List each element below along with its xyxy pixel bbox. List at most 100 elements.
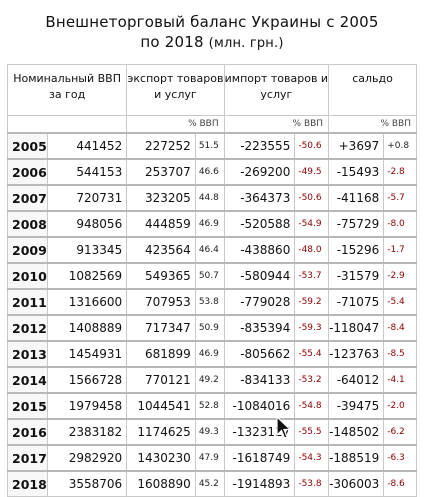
table-cell-export-pct: 50.9: [194, 314, 225, 342]
table-cell-export: 707953: [126, 288, 196, 316]
table-cell-balance-pct: -2.8: [383, 158, 417, 186]
table-cell-import-pct: -55.4: [294, 340, 330, 368]
table-cell-balance: -41168: [328, 184, 385, 212]
table-cell-balance-pct: -4.1: [383, 366, 417, 394]
table-cell-export: 681899: [126, 340, 196, 368]
table-cell-balance: -118047: [328, 314, 385, 342]
table-cell-balance-pct: -2.0: [383, 392, 417, 420]
table-row: 2016 2383182 1174625 49.3 -1323127 -55.5 -1485…: [7, 418, 417, 446]
table-cell-balance: -75729: [328, 210, 385, 238]
header-import: импорт товаров и услуг: [223, 64, 330, 116]
table-row: 2017 2982920 1430230 47.9 -1618749 -54.3 -1885…: [7, 444, 417, 472]
table-cell-balance: +3697: [328, 132, 385, 160]
table-cell-import: -805662: [223, 340, 296, 368]
table-cell-export-pct: 46.6: [194, 158, 225, 186]
table-cell-gdp: 1979458: [46, 392, 128, 420]
table-cell-year: 2012: [7, 314, 48, 342]
title-line-2: по 2018 (млн. грн.): [0, 32, 424, 54]
table-cell-import: -1914893: [223, 470, 296, 497]
table-cell-balance-pct: -8.4: [383, 314, 417, 342]
header-export: экспорт товаров и услуг: [126, 64, 225, 116]
table-cell-export-pct: 46.9: [194, 210, 225, 238]
table-cell-balance-pct: -1.7: [383, 236, 417, 264]
table-cell-export: 423564: [126, 236, 196, 264]
table-cell-import-pct: -50.6: [294, 132, 330, 160]
header-gdp: Номинальный ВВП за год: [6, 64, 128, 116]
table-row: 2015 1979458 1044541 52.8 -1084016 -54.8 -3947…: [7, 392, 417, 420]
table-cell-year: 2008: [7, 210, 48, 238]
table-cell-gdp: 544153: [46, 158, 128, 186]
table-cell-export-pct: 49.2: [194, 366, 225, 394]
table-cell-export-pct: 51.5: [194, 132, 225, 160]
title-line-1: Внешнеторговый баланс Украины с 2005: [45, 13, 379, 31]
table-cell-export: 549365: [126, 262, 196, 290]
table-cell-import-pct: -48.0: [294, 236, 330, 264]
table-cell-import: -520588: [223, 210, 296, 238]
title-years: по 2018: [140, 33, 204, 51]
header-export-pct: % ВВП: [126, 115, 225, 134]
table-cell-gdp: 2383182: [46, 418, 128, 446]
table-cell-import: -269200: [223, 158, 296, 186]
table-cell-gdp: 441452: [46, 132, 128, 160]
table-cell-balance: -71075: [328, 288, 385, 316]
table-cell-import: -835394: [223, 314, 296, 342]
table-cell-export-pct: 47.9: [194, 444, 225, 472]
table-cell-year: 2009: [7, 236, 48, 264]
table-cell-export: 323205: [126, 184, 196, 212]
table-cell-import: -779028: [223, 288, 296, 316]
table-cell-import-pct: -54.9: [294, 210, 330, 238]
table-cell-balance: -64012: [328, 366, 385, 394]
table-cell-year: 2006: [7, 158, 48, 186]
table-cell-export: 770121: [126, 366, 196, 394]
table-cell-balance: -15493: [328, 158, 385, 186]
table-cell-gdp: 948056: [46, 210, 128, 238]
table-cell-balance-pct: -8.6: [383, 470, 417, 497]
table-cell-gdp: 3558706: [46, 470, 128, 497]
table-cell-balance: -306003: [328, 470, 385, 497]
table-cell-import: -580944: [223, 262, 296, 290]
table-cell-import-pct: -53.7: [294, 262, 330, 290]
header-import-pct: % ВВП: [223, 115, 330, 134]
header-balance-pct: % ВВП: [328, 115, 417, 134]
table-cell-import-pct: -54.8: [294, 392, 330, 420]
table-cell-year: 2015: [7, 392, 48, 420]
table-row: 2011 1316600 707953 53.8 -779028 -59.2 -71075-…: [7, 288, 417, 316]
trade-balance-table: Номинальный ВВП за год экспорт товаров и…: [6, 64, 417, 497]
table-row: 2010 1082569 549365 50.7 -580944 -53.7 -31579-…: [7, 262, 417, 290]
table-row: 2014 1566728 770121 49.2 -834133 -53.2 -64012-…: [7, 366, 417, 394]
table-cell-balance: -188519: [328, 444, 385, 472]
table-cell-import-pct: -59.3: [294, 314, 330, 342]
table-cell-export: 1174625: [126, 418, 196, 446]
table-cell-gdp: 1316600: [46, 288, 128, 316]
table-row: 2013 1454931 681899 46.9 -805662 -55.4 -123763…: [7, 340, 417, 368]
table-cell-import: -223555: [223, 132, 296, 160]
table-cell-export-pct: 45.2: [194, 470, 225, 497]
table-cell-year: 2005: [7, 132, 48, 160]
table-cell-balance-pct: -6.3: [383, 444, 417, 472]
table-cell-import-pct: -59.2: [294, 288, 330, 316]
table-cell-year: 2013: [7, 340, 48, 368]
table-cell-balance-pct: -5.4: [383, 288, 417, 316]
table-cell-balance: -148502: [328, 418, 385, 446]
table-cell-balance: -31579: [328, 262, 385, 290]
table-cell-export-pct: 53.8: [194, 288, 225, 316]
table-cell-balance-pct: -2.9: [383, 262, 417, 290]
table-cell-gdp: 1082569: [46, 262, 128, 290]
table-cell-balance: -15296: [328, 236, 385, 264]
table-cell-export-pct: 46.4: [194, 236, 225, 264]
table-cell-year: 2018: [7, 470, 48, 497]
table-row: 2005 441452 227252 51.5 -223555 -50.6 +3697 +0.…: [7, 132, 417, 160]
table-cell-import: -364373: [223, 184, 296, 212]
table-title: Внешнеторговый баланс Украины с 2005 по …: [0, 12, 424, 54]
table-row: 2018 3558706 1608890 45.2 -1914893 -53.8 -3060…: [7, 470, 417, 497]
table-cell-import: -1084016: [223, 392, 296, 420]
table-cell-export-pct: 49.3: [194, 418, 225, 446]
table-cell-export-pct: 44.8: [194, 184, 225, 212]
table-cell-year: 2014: [7, 366, 48, 394]
table-cell-gdp: 1566728: [46, 366, 128, 394]
table-cell-import-pct: -49.5: [294, 158, 330, 186]
table-row: 2006 544153 253707 46.6 -269200 -49.5 -15493 -2…: [7, 158, 417, 186]
table-cell-export: 227252: [126, 132, 196, 160]
table-cell-year: 2010: [7, 262, 48, 290]
table-cell-export: 1608890: [126, 470, 196, 497]
